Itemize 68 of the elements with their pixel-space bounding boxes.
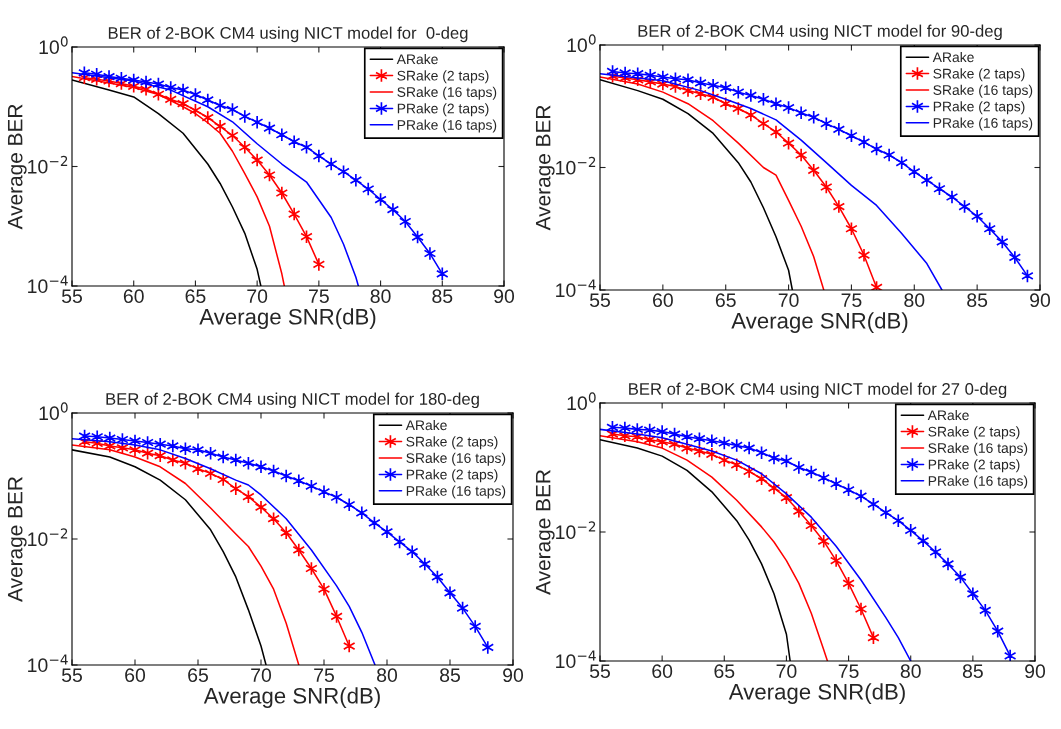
x-tick-label: 85	[962, 664, 983, 679]
x-tick-label: 80	[900, 664, 921, 679]
x-tick-label: 90	[503, 668, 524, 683]
legend-label: PRake (16 taps)	[933, 117, 1033, 131]
x-tick-label: 60	[652, 664, 673, 679]
y-tick-label: 10$^{−2}$	[556, 156, 596, 175]
x-tick-label: 60	[125, 668, 146, 683]
x-tick-label: 75	[314, 668, 334, 683]
legend-label: PRake (16 taps)	[406, 485, 506, 499]
x-tick-label: 85	[440, 668, 460, 683]
legend-label: PRake (2 taps)	[397, 103, 489, 117]
x-tick-label: 65	[714, 664, 735, 679]
x-tick-label: 85	[432, 289, 453, 304]
y-axis-title: Average BER	[535, 470, 555, 595]
x-tick-label: 60	[653, 293, 673, 308]
legend-label: PRake (16 taps)	[928, 475, 1028, 489]
legend-label: ARake	[396, 53, 438, 65]
x-axis-title: Average SNR(dB)	[199, 308, 376, 330]
legend-label: SRake (2 taps)	[928, 426, 1020, 440]
x-axis-title: Average SNR(dB)	[728, 683, 905, 705]
y-tick-label: 10$^{−2}$	[28, 155, 68, 174]
chart-title: BER of 2-BOK CM4 using NICT model for 0-deg	[108, 26, 468, 43]
legend-label: ARake	[405, 419, 447, 431]
x-tick-label: 65	[715, 293, 736, 308]
legend-label: SRake (16 taps)	[406, 452, 506, 466]
legend-label: PRake (2 taps)	[928, 459, 1020, 473]
y-tick-label: 10$^{0}$	[567, 34, 596, 53]
legend-label: PRake (2 taps)	[933, 101, 1025, 115]
x-tick-label: 80	[377, 668, 398, 683]
y-tick-label: 10$^{0}$	[567, 392, 596, 411]
x-tick-label: 75	[841, 293, 862, 308]
legend-label: SRake (16 taps)	[397, 86, 497, 100]
legend-label: SRake (2 taps)	[933, 68, 1025, 82]
legend-label: PRake (2 taps)	[406, 469, 498, 483]
legend-label: SRake (16 taps)	[933, 84, 1033, 98]
x-tick-label: 70	[778, 293, 799, 308]
x-tick-label: 75	[309, 289, 329, 304]
x-tick-label: 65	[188, 668, 208, 683]
x-tick-label: 85	[967, 293, 988, 308]
legend-label: SRake (2 taps)	[406, 436, 498, 450]
x-tick-label: 90	[494, 289, 515, 304]
x-tick-label: 80	[904, 293, 925, 308]
x-tick-label: 70	[247, 289, 268, 304]
legend-label: SRake (16 taps)	[928, 442, 1028, 456]
y-axis-title: Average BER	[7, 477, 27, 602]
x-tick-label: 60	[123, 289, 144, 304]
x-tick-label: 75	[838, 664, 859, 679]
legend-label: ARake	[927, 409, 969, 421]
y-axis-title: Average BER	[535, 105, 555, 231]
chart-title: BER of 2-BOK CM4 using NICT model for 180-deg	[106, 392, 479, 409]
legend-label: ARake	[932, 51, 974, 63]
y-tick-label: 10$^{−2}$	[556, 521, 596, 540]
y-axis-title: Average BER	[7, 104, 27, 230]
x-tick-label: 65	[185, 289, 206, 304]
x-tick-label: 80	[370, 289, 391, 304]
x-tick-label: 90	[1025, 664, 1046, 679]
legend-label: SRake (2 taps)	[397, 70, 489, 84]
x-axis-title: Average SNR(dB)	[731, 312, 908, 334]
x-tick-label: 90	[1030, 293, 1051, 308]
chart-title: BER of 2-BOK CM4 using NICT model for 27 0-deg	[629, 382, 1007, 399]
legend-label: PRake (16 taps)	[397, 119, 497, 133]
y-tick-label: 10$^{−2}$	[28, 528, 68, 547]
x-tick-label: 70	[776, 664, 797, 679]
chart-title: BER of 2-BOK CM4 using NICT model for 90-deg	[638, 24, 1002, 41]
y-tick-label: 10$^{0}$	[39, 402, 68, 421]
y-tick-label: 10$^{0}$	[39, 36, 68, 55]
x-axis-title: Average SNR(dB)	[203, 687, 380, 709]
x-tick-label: 70	[251, 668, 272, 683]
